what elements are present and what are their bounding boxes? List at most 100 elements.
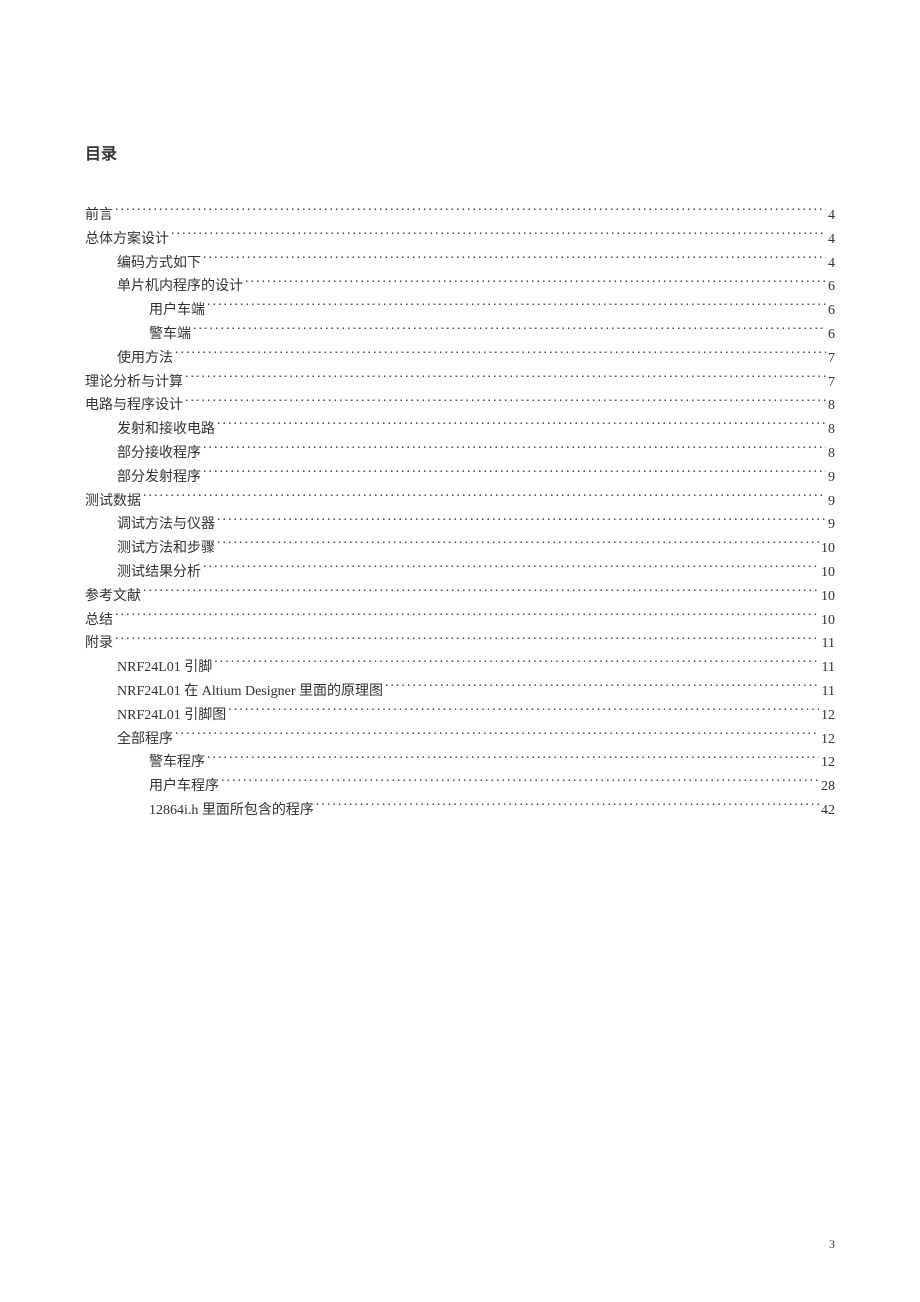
toc-entry[interactable]: 部分接收程序 8	[85, 442, 835, 466]
toc-entry-page: 4	[828, 252, 835, 276]
toc-entry[interactable]: 发射和接收电路 8	[85, 418, 835, 442]
toc-entry-page: 10	[821, 585, 835, 609]
toc-entry[interactable]: 测试结果分析 10	[85, 561, 835, 585]
toc-entry-page: 9	[828, 513, 835, 537]
toc-entry[interactable]: 用户车程序 28	[85, 775, 835, 799]
toc-entry-page: 28	[821, 775, 835, 799]
toc-entry-page: 7	[828, 347, 835, 371]
toc-entry-label: 用户车端	[149, 299, 205, 323]
toc-entry-label: 发射和接收电路	[117, 418, 215, 442]
toc-entry-label: 使用方法	[117, 347, 173, 371]
toc-entry[interactable]: NRF24L01 引脚图12	[85, 704, 835, 728]
toc-entry-page: 10	[821, 561, 835, 585]
toc-entry-page: 42	[821, 799, 835, 823]
toc-leader-dots	[228, 705, 819, 719]
toc-entry-page: 6	[828, 275, 835, 299]
toc-leader-dots	[115, 610, 819, 624]
toc-leader-dots	[385, 681, 820, 695]
toc-leader-dots	[214, 657, 819, 671]
toc-entry-label: 总结	[85, 609, 113, 633]
toc-entry[interactable]: 12864i.h 里面所包含的程序 42	[85, 799, 835, 823]
toc-leader-dots	[217, 419, 826, 433]
toc-entry-label: 部分发射程序	[117, 466, 201, 490]
toc-title: 目录	[85, 140, 835, 164]
toc-entry-label: 附录	[85, 632, 113, 656]
toc-entry-label: 12864i.h 里面所包含的程序	[149, 799, 314, 823]
toc-leader-dots	[207, 300, 826, 314]
toc-leader-dots	[143, 586, 819, 600]
toc-leader-dots	[175, 348, 826, 362]
toc-leader-dots	[193, 324, 826, 338]
toc-entry-page: 8	[828, 418, 835, 442]
toc-entry-label: 编码方式如下	[117, 252, 201, 276]
toc-entry[interactable]: NRF24L01 在 Altium Designer 里面的原理图 11	[85, 680, 835, 704]
toc-entry-label: 理论分析与计算	[85, 371, 183, 395]
toc-entry-page: 10	[821, 537, 835, 561]
toc-entry-label: 部分接收程序	[117, 442, 201, 466]
toc-entry[interactable]: NRF24L01 引脚 11	[85, 656, 835, 680]
toc-entry-label: 用户车程序	[149, 775, 219, 799]
toc-entry[interactable]: 编码方式如下 4	[85, 252, 835, 276]
toc-entry[interactable]: 警车端 6	[85, 323, 835, 347]
toc-leader-dots	[175, 729, 819, 743]
toc-leader-dots	[115, 633, 820, 647]
toc-entry-label: 测试结果分析	[117, 561, 201, 585]
toc-leader-dots	[203, 253, 826, 267]
toc-leader-dots	[171, 229, 826, 243]
toc-entry[interactable]: 测试数据 9	[85, 490, 835, 514]
toc-entry[interactable]: 测试方法和步骤 10	[85, 537, 835, 561]
toc-leader-dots	[217, 514, 826, 528]
toc-entry[interactable]: 理论分析与计算7	[85, 371, 835, 395]
toc-entry-label: 前言	[85, 204, 113, 228]
toc-entry-label: NRF24L01 在 Altium Designer 里面的原理图	[117, 680, 383, 704]
toc-leader-dots	[245, 276, 826, 290]
toc-entry-page: 12	[821, 728, 835, 752]
toc-entry[interactable]: 调试方法与仪器9	[85, 513, 835, 537]
toc-leader-dots	[115, 205, 826, 219]
toc-entry-page: 11	[822, 632, 835, 656]
toc-entry[interactable]: 参考文献 10	[85, 585, 835, 609]
toc-entry[interactable]: 电路与程序设计8	[85, 394, 835, 418]
toc-entry-page: 11	[822, 656, 835, 680]
page-content: 目录 前言4总体方案设计4编码方式如下4单片机内程序的设计6用户车端6警车端6使…	[0, 0, 920, 823]
toc-entry-label: 总体方案设计	[85, 228, 169, 252]
toc-leader-dots	[207, 752, 819, 766]
toc-entry[interactable]: 警车程序12	[85, 751, 835, 775]
toc-entry[interactable]: 全部程序 12	[85, 728, 835, 752]
toc-entry-page: 4	[828, 228, 835, 252]
toc-entry-label: 警车程序	[149, 751, 205, 775]
toc-entry-label: 全部程序	[117, 728, 173, 752]
page-number: 3	[829, 1237, 835, 1252]
toc-leader-dots	[185, 372, 826, 386]
toc-entry-page: 8	[828, 442, 835, 466]
toc-entry-label: 测试方法和步骤	[117, 537, 215, 561]
toc-entry-page: 9	[828, 466, 835, 490]
toc-entry[interactable]: 前言4	[85, 204, 835, 228]
toc-leader-dots	[203, 467, 826, 481]
toc-leader-dots	[203, 562, 819, 576]
toc-leader-dots	[185, 395, 826, 409]
toc-entry-label: NRF24L01 引脚	[117, 656, 212, 680]
toc-entry-label: 参考文献	[85, 585, 141, 609]
toc-entry[interactable]: 总结 10	[85, 609, 835, 633]
toc-entry-label: 测试数据	[85, 490, 141, 514]
toc-entry-page: 6	[828, 323, 835, 347]
toc-entry[interactable]: 单片机内程序的设计 6	[85, 275, 835, 299]
toc-leader-dots	[217, 538, 819, 552]
toc-entry-page: 9	[828, 490, 835, 514]
toc-leader-dots	[221, 776, 819, 790]
toc-entry-label: 单片机内程序的设计	[117, 275, 243, 299]
toc-entry-page: 11	[822, 680, 835, 704]
toc-entry-label: 电路与程序设计	[85, 394, 183, 418]
toc-entry[interactable]: 附录 11	[85, 632, 835, 656]
toc-entry[interactable]: 总体方案设计 4	[85, 228, 835, 252]
toc-entry-page: 10	[821, 609, 835, 633]
toc-container: 前言4总体方案设计4编码方式如下4单片机内程序的设计6用户车端6警车端6使用方法…	[85, 204, 835, 823]
toc-entry[interactable]: 使用方法 7	[85, 347, 835, 371]
toc-leader-dots	[316, 800, 819, 814]
toc-entry[interactable]: 用户车端6	[85, 299, 835, 323]
toc-entry-label: NRF24L01 引脚图	[117, 704, 226, 728]
toc-leader-dots	[143, 491, 826, 505]
toc-entry-label: 警车端	[149, 323, 191, 347]
toc-entry[interactable]: 部分发射程序 9	[85, 466, 835, 490]
